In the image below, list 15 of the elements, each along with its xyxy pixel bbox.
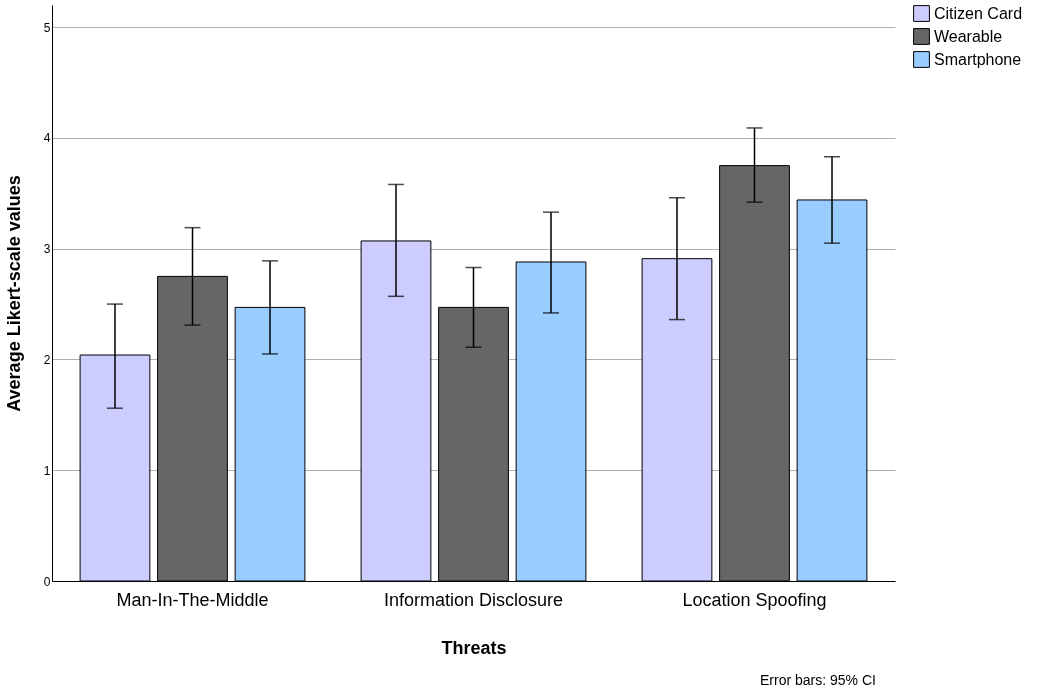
x-tick-label: Man-In-The-Middle [116,589,269,610]
y-tick-label: 1 [43,463,51,478]
legend-label: Citizen Card [934,4,1023,22]
y-tick-label: 0 [43,574,51,589]
y-axis-title: Average Likert-scale values [3,175,24,412]
y-tick-label: 2 [43,352,51,367]
legend-label: Wearable [934,27,1003,45]
y-tick-label: 4 [43,131,51,146]
y-tick-label: 3 [43,242,51,257]
legend-label: Smartphone [934,50,1022,68]
x-tick-label: Information Disclosure [383,589,564,610]
y-tick-label: 5 [43,20,51,35]
x-axis-title: Threats [441,637,507,658]
text: Error bars: 95% CI [760,672,876,688]
x-tick-label: Location Spoofing [682,589,827,610]
